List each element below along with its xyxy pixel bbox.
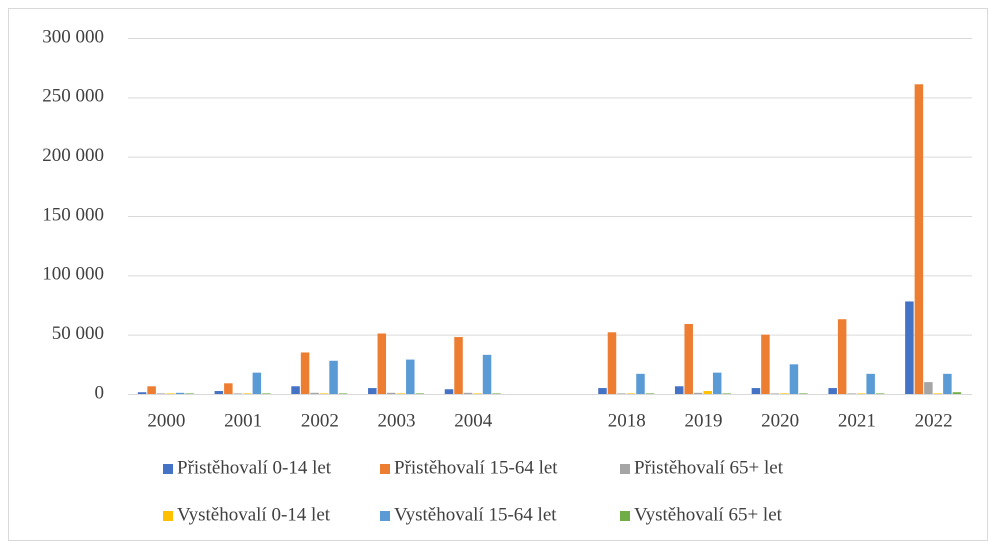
bar [866, 373, 875, 394]
bar [454, 337, 463, 394]
bar [780, 393, 789, 394]
bar [329, 360, 338, 394]
bar [943, 373, 952, 394]
bar [703, 391, 712, 394]
x-tick-label: 2003 [378, 410, 416, 431]
bar [770, 393, 780, 394]
bar [377, 333, 387, 394]
legend-label: Vystěhovalí 65+ let [634, 504, 783, 525]
bar [837, 319, 847, 394]
y-tick-label: 0 [95, 382, 105, 403]
chart-frame [8, 8, 988, 541]
bar [224, 383, 233, 394]
bar [291, 386, 300, 394]
bar [598, 388, 607, 394]
bar [396, 393, 406, 394]
bar [262, 393, 271, 394]
legend-swatch [380, 464, 390, 474]
bar [799, 393, 808, 394]
legend-swatch [163, 511, 173, 521]
bar [722, 393, 731, 394]
y-tick-label: 100 000 [42, 264, 104, 285]
x-tick-label: 2018 [608, 410, 646, 431]
bar [175, 392, 185, 394]
x-tick-label: 2019 [684, 410, 722, 431]
bar [473, 393, 482, 394]
bar [693, 392, 703, 394]
bar [751, 388, 761, 394]
legend-swatch [380, 511, 390, 521]
bar [185, 393, 194, 394]
bar [914, 84, 924, 394]
legend-swatch [620, 464, 630, 474]
bar [137, 392, 147, 394]
bar [828, 388, 837, 394]
bar [905, 301, 914, 394]
bar [463, 392, 473, 394]
bar [482, 354, 492, 394]
bar [319, 393, 329, 394]
bar [645, 393, 655, 394]
bar [368, 388, 377, 394]
bar [856, 393, 866, 394]
x-tick-label: 2000 [147, 410, 185, 431]
bar [444, 389, 454, 394]
x-tick-label: 2004 [454, 410, 493, 431]
bar [252, 372, 262, 394]
bar [300, 352, 310, 394]
legend-label: Přistěhovalí 0-14 let [177, 457, 332, 478]
bar [684, 323, 693, 394]
y-tick-label: 150 000 [42, 204, 104, 225]
bar [243, 393, 252, 394]
bar [338, 393, 348, 394]
bar [310, 392, 319, 394]
bar [607, 332, 617, 394]
bar [674, 386, 684, 394]
x-tick-label: 2020 [761, 410, 799, 431]
bar [924, 382, 933, 394]
bar [952, 392, 962, 394]
bar [712, 372, 722, 394]
y-tick-label: 300 000 [42, 26, 104, 47]
y-tick-label: 250 000 [42, 86, 104, 107]
bar [147, 386, 156, 394]
legend-label: Vystěhovalí 0-14 let [177, 504, 331, 525]
bar [789, 364, 799, 394]
legend-swatch [163, 464, 173, 474]
bar [761, 334, 770, 394]
bar [492, 393, 501, 394]
bar [214, 391, 224, 394]
bar [875, 393, 885, 394]
y-tick-label: 50 000 [52, 323, 104, 344]
y-tick-label: 200 000 [42, 145, 104, 166]
legend-label: Vystěhovalí 15-64 let [394, 504, 557, 525]
bar [626, 393, 636, 394]
x-tick-label: 2021 [838, 410, 876, 431]
bar [847, 393, 856, 394]
bar [166, 393, 175, 394]
bar [617, 393, 626, 394]
x-tick-label: 2022 [915, 410, 953, 431]
legend-swatch [620, 511, 630, 521]
bar [933, 393, 943, 394]
bar [636, 373, 645, 394]
bar [387, 392, 396, 394]
legend-label: Přistěhovalí 65+ let [634, 457, 784, 478]
bar [233, 393, 243, 394]
bar [415, 393, 425, 394]
legend-label: Přistěhovalí 15-64 let [394, 457, 558, 478]
bar [156, 393, 166, 394]
x-tick-label: 2002 [301, 410, 339, 431]
x-tick-label: 2001 [224, 410, 262, 431]
bar [406, 359, 415, 394]
